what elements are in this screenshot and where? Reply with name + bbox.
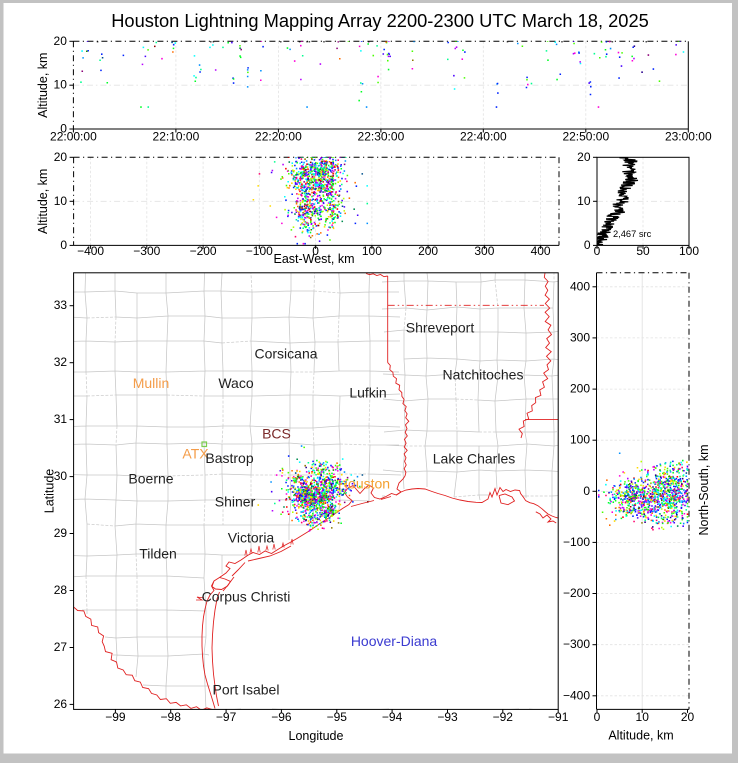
svg-text:22:00:00: 22:00:00: [50, 130, 97, 144]
svg-text:0: 0: [594, 710, 601, 724]
svg-text:20: 20: [681, 710, 695, 724]
svg-text:Victoria: Victoria: [228, 530, 275, 546]
svg-text:Latitude: Latitude: [43, 469, 57, 514]
svg-text:22:30:00: 22:30:00: [358, 130, 405, 144]
svg-text:0: 0: [60, 238, 67, 252]
svg-text:400: 400: [570, 279, 590, 293]
svg-text:Longitude: Longitude: [289, 729, 344, 743]
svg-text:−93: −93: [437, 710, 458, 724]
svg-text:29: 29: [54, 526, 68, 540]
svg-text:26: 26: [54, 697, 68, 711]
svg-text:Altitude, km: Altitude, km: [36, 169, 50, 234]
svg-text:32: 32: [54, 355, 68, 369]
svg-text:Boerne: Boerne: [128, 471, 173, 487]
svg-text:22:20:00: 22:20:00: [255, 130, 302, 144]
svg-text:Tilden: Tilden: [139, 546, 177, 562]
svg-text:−400: −400: [563, 688, 590, 702]
svg-text:Waco: Waco: [218, 375, 253, 391]
svg-text:200: 200: [570, 382, 590, 396]
svg-text:−100: −100: [563, 535, 590, 549]
svg-text:Bastrop: Bastrop: [205, 450, 253, 466]
svg-text:Houston: Houston: [338, 476, 390, 492]
svg-text:Lufkin: Lufkin: [349, 385, 386, 401]
svg-text:Corsicana: Corsicana: [254, 346, 317, 362]
svg-text:−97: −97: [216, 710, 237, 724]
svg-text:−96: −96: [271, 710, 292, 724]
svg-text:23:00:00: 23:00:00: [665, 130, 712, 144]
svg-text:28: 28: [54, 583, 68, 597]
svg-text:−95: −95: [327, 710, 348, 724]
svg-text:100: 100: [362, 244, 382, 258]
svg-text:Corpus Christi: Corpus Christi: [202, 589, 291, 605]
svg-text:−200: −200: [563, 586, 590, 600]
svg-text:−100: −100: [246, 244, 273, 258]
svg-text:Port Isabel: Port Isabel: [213, 682, 280, 698]
svg-text:0: 0: [594, 244, 601, 258]
svg-text:0: 0: [312, 244, 319, 258]
svg-text:50: 50: [636, 244, 650, 258]
svg-text:ATX: ATX: [182, 446, 209, 462]
svg-text:30: 30: [54, 469, 68, 483]
svg-text:−98: −98: [161, 710, 182, 724]
svg-text:BCS: BCS: [262, 426, 291, 442]
svg-text:Houston Lightning Mapping Arra: Houston Lightning Mapping Array 2200-230…: [111, 10, 649, 31]
svg-text:−91: −91: [548, 710, 569, 724]
svg-text:Natchitoches: Natchitoches: [443, 367, 524, 383]
svg-text:22:40:00: 22:40:00: [460, 130, 507, 144]
svg-text:100: 100: [570, 433, 590, 447]
svg-text:33: 33: [54, 298, 68, 312]
svg-text:10: 10: [54, 78, 68, 92]
svg-text:300: 300: [474, 244, 494, 258]
svg-text:22:50:00: 22:50:00: [562, 130, 609, 144]
svg-text:2,467 src: 2,467 src: [613, 229, 652, 239]
svg-text:400: 400: [531, 244, 551, 258]
svg-text:20: 20: [577, 150, 591, 164]
svg-text:20: 20: [54, 150, 68, 164]
svg-text:Lake Charles: Lake Charles: [433, 451, 516, 467]
svg-text:22:10:00: 22:10:00: [153, 130, 200, 144]
svg-text:100: 100: [679, 244, 699, 258]
svg-text:300: 300: [570, 330, 590, 344]
svg-text:Altitude, km: Altitude, km: [36, 53, 50, 118]
svg-text:27: 27: [54, 640, 68, 654]
svg-text:North-South, km: North-South, km: [697, 444, 711, 535]
svg-text:Altitude, km: Altitude, km: [608, 729, 673, 743]
svg-text:0: 0: [60, 122, 67, 136]
svg-text:−200: −200: [190, 244, 217, 258]
svg-text:Hoover-Diana: Hoover-Diana: [351, 633, 438, 649]
svg-text:0: 0: [583, 484, 590, 498]
svg-text:31: 31: [54, 412, 68, 426]
svg-text:East-West, km: East-West, km: [273, 252, 354, 266]
svg-text:−99: −99: [105, 710, 126, 724]
svg-text:Shreveport: Shreveport: [406, 320, 475, 336]
svg-text:−400: −400: [77, 244, 104, 258]
svg-text:10: 10: [577, 194, 591, 208]
svg-text:−300: −300: [133, 244, 160, 258]
svg-text:−94: −94: [382, 710, 403, 724]
svg-text:Mullin: Mullin: [133, 375, 170, 391]
svg-text:200: 200: [418, 244, 438, 258]
svg-text:10: 10: [636, 710, 650, 724]
svg-text:10: 10: [54, 194, 68, 208]
svg-text:Shiner: Shiner: [215, 494, 256, 510]
svg-text:20: 20: [54, 34, 68, 48]
svg-text:−300: −300: [563, 637, 590, 651]
svg-text:0: 0: [584, 238, 591, 252]
svg-text:−92: −92: [493, 710, 514, 724]
